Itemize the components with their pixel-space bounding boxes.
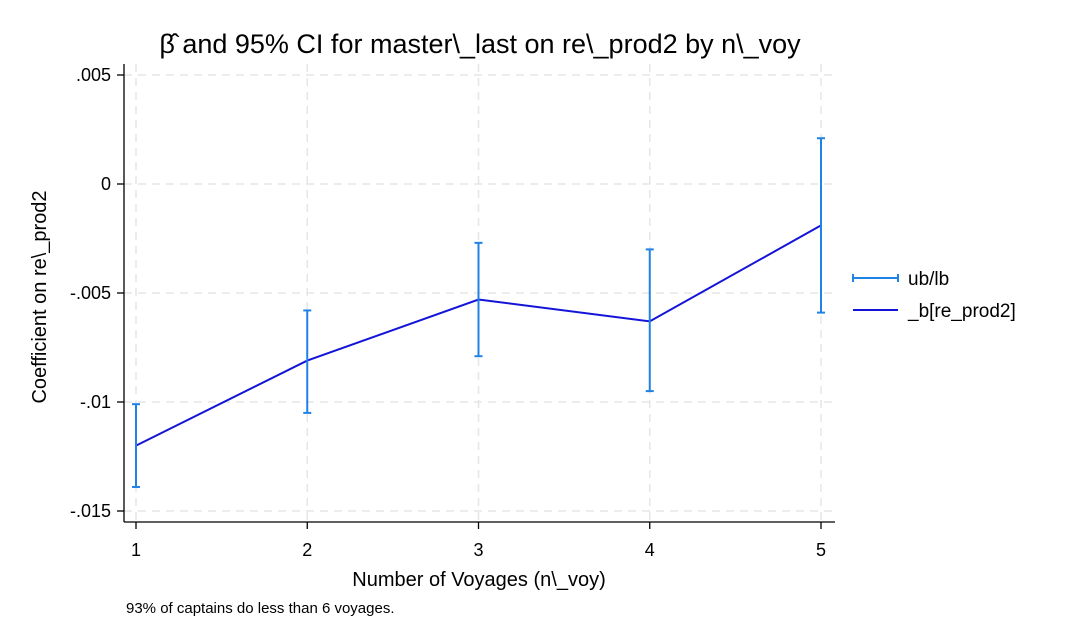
y-axis-label: Coefficient on re\_prod2	[29, 190, 51, 403]
y-ticks: .005 0 -.005 -.01 -.015	[70, 65, 124, 521]
x-tick-label-2: 3	[473, 540, 483, 560]
y-tick-label-2: -.005	[70, 283, 111, 303]
x-tick-label-0: 1	[131, 540, 141, 560]
x-tick-label-1: 2	[302, 540, 312, 560]
x-axis-label: Number of Voyages (n\_voy)	[352, 569, 605, 591]
x-tick-label-4: 5	[816, 540, 826, 560]
y-tick-label-3: -.01	[80, 392, 111, 412]
y-tick-label-0: .005	[76, 65, 111, 85]
y-tick-label-4: -.015	[70, 501, 111, 521]
legend: ub/lb _b[re_prod2]	[852, 269, 1016, 322]
legend-label-coefficient: _b[re_prod2]	[907, 301, 1016, 322]
chart-note: 93% of captains do less than 6 voyages.	[126, 600, 395, 617]
x-tick-label-3: 4	[645, 540, 655, 560]
y-tick-label-1: 0	[101, 174, 111, 194]
plot-marks	[132, 137, 825, 489]
legend-label-ub-lb: ub/lb	[908, 269, 949, 290]
chart-title: β̂ and 95% CI for master\_last on re\_pr…	[159, 29, 801, 59]
x-ticks: 1 2 3 4 5	[131, 522, 826, 560]
